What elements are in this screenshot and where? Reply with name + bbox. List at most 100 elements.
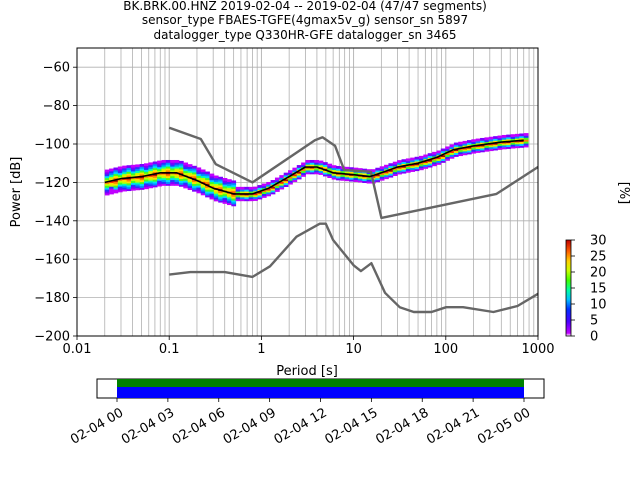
- psd-cell: [458, 151, 464, 155]
- psd-cell: [423, 162, 429, 165]
- psd-cell: [257, 192, 263, 196]
- psd-cell: [458, 149, 464, 153]
- psd-cell: [349, 176, 354, 180]
- psd-cell: [497, 137, 503, 141]
- psd-cell: [113, 171, 119, 175]
- psd-cell: [130, 164, 136, 168]
- psd-cell: [379, 177, 385, 181]
- psd-cell: [353, 177, 359, 181]
- psd-cell: [235, 196, 241, 200]
- psd-cell: [130, 178, 136, 182]
- psd-cell: [152, 180, 158, 184]
- psd-cell: [466, 147, 472, 151]
- psd-cell: [192, 183, 197, 186]
- psd-cell: [309, 159, 315, 163]
- psd-cell: [427, 153, 433, 156]
- psd-cell: [266, 193, 271, 197]
- psd-cell: [362, 168, 368, 172]
- psd-cell: [427, 162, 433, 166]
- psd-cell: [480, 147, 485, 151]
- psd-cell: [139, 171, 145, 175]
- psd-cell: [161, 163, 167, 167]
- y-tick-label: −60: [43, 61, 70, 76]
- psd-cell: [279, 177, 285, 180]
- psd-cell: [248, 198, 254, 202]
- psd-cell: [270, 181, 276, 185]
- psd-cell: [218, 195, 223, 199]
- psd-cell: [274, 183, 280, 187]
- psd-cell: [410, 159, 416, 163]
- psd-cell: [410, 165, 416, 169]
- psd-cell: [135, 168, 141, 172]
- psd-cell: [423, 154, 429, 158]
- psd-cell: [178, 160, 184, 164]
- psd-cell: [205, 179, 210, 183]
- psd-cell: [497, 139, 503, 143]
- psd-cell: [322, 169, 328, 173]
- psd-cell: [126, 165, 132, 169]
- psd-cell: [475, 148, 481, 151]
- psd-cell: [200, 179, 206, 182]
- psd-cell: [423, 158, 429, 162]
- psd-cell: [471, 148, 477, 152]
- psd-cell: [432, 157, 437, 161]
- psd-cell: [157, 174, 162, 177]
- psd-cell: [231, 188, 237, 191]
- psd-cell: [240, 196, 245, 200]
- psd-cell: [148, 166, 154, 170]
- psd-cell: [117, 185, 123, 189]
- psd-cell: [165, 181, 171, 184]
- psd-cell: [130, 168, 136, 172]
- psd-cell: [423, 156, 429, 160]
- psd-cell: [244, 194, 250, 198]
- psd-cell: [366, 176, 372, 180]
- psd-cell: [222, 179, 228, 183]
- psd-cell: [209, 177, 215, 181]
- psd-cell: [196, 171, 202, 175]
- psd-cell: [519, 144, 525, 148]
- psd-cell: [170, 169, 175, 173]
- psd-cell: [161, 177, 167, 181]
- psd-cell: [196, 188, 202, 192]
- psd-cell: [480, 145, 485, 149]
- psd-cell: [397, 160, 402, 163]
- psd-cell: [432, 151, 437, 155]
- psd-cell: [414, 164, 420, 168]
- psd-cell: [187, 166, 193, 169]
- psd-cell: [183, 177, 189, 181]
- psd-cell: [375, 179, 381, 183]
- psd-cell: [183, 175, 189, 179]
- psd-cell: [488, 136, 494, 140]
- psd-cell: [126, 178, 132, 182]
- psd-cell: [488, 140, 494, 144]
- psd-cell: [488, 144, 494, 148]
- psd-cell: [445, 148, 450, 152]
- psd-cell: [331, 169, 337, 172]
- psd-cell: [283, 180, 289, 184]
- psd-cell: [480, 139, 485, 143]
- psd-cell: [144, 182, 149, 186]
- psd-cell: [200, 171, 206, 175]
- psd-cell: [453, 152, 459, 155]
- title-line-3: datalogger_type Q330HR-GFE datalogger_sn…: [154, 28, 457, 42]
- psd-cell: [379, 170, 385, 173]
- psd-cell: [126, 180, 132, 184]
- psd-cell: [336, 175, 341, 179]
- psd-cell: [375, 177, 381, 181]
- psd-cell: [397, 162, 402, 165]
- psd-cell: [122, 175, 127, 179]
- psd-cell: [117, 168, 123, 172]
- colorbar-tick-label: 25: [590, 250, 607, 265]
- psd-cell: [261, 183, 267, 187]
- colorbar-label: [%]: [616, 182, 631, 205]
- psd-cell: [178, 164, 184, 168]
- psd-cell: [122, 173, 127, 177]
- psd-cell: [196, 190, 202, 194]
- noise-model-low-line: [169, 222, 539, 314]
- psd-cell: [135, 166, 141, 170]
- psd-cell: [484, 137, 490, 141]
- psd-cell: [462, 150, 468, 154]
- psd-cell: [213, 179, 219, 183]
- psd-cell: [222, 199, 228, 202]
- psd-cell: [510, 143, 516, 147]
